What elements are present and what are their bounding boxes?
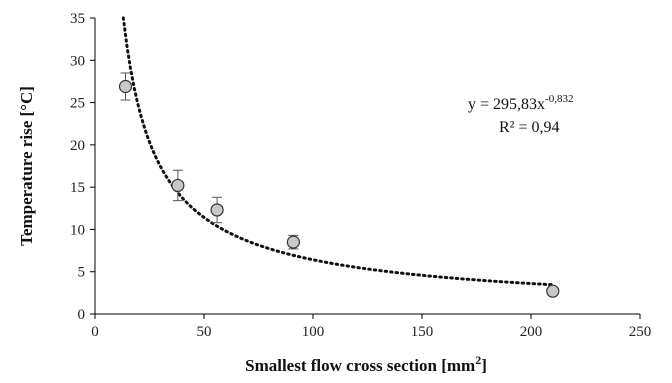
y-tick-label: 25	[70, 96, 85, 112]
data-point	[171, 178, 185, 193]
data-points	[118, 79, 560, 298]
data-point	[118, 79, 133, 94]
y-tick-labels: 0 5 10 15 20 25 30 35	[70, 11, 95, 323]
trendline-r-squared: R² = 0,94	[499, 119, 560, 136]
axes	[94, 18, 640, 315]
data-point	[546, 284, 560, 298]
x-tick-label: 0	[91, 324, 99, 340]
x-tick-label: 250	[629, 324, 652, 340]
x-tick-label: 200	[520, 324, 543, 340]
x-axis-title: Smallest flow cross section [mm2]	[245, 353, 487, 375]
trendline	[121, 16, 555, 287]
x-tick-label: 150	[411, 324, 434, 340]
y-axis-title: Temperature rise [°C]	[17, 86, 36, 246]
data-point	[286, 235, 300, 249]
y-tick-label: 30	[70, 53, 85, 69]
trendline-equation: y = 295,83x-0,832	[468, 93, 573, 113]
data-point	[210, 203, 224, 217]
y-tick-label: 20	[70, 138, 85, 154]
x-tick-labels: 0 50 100 150 200 250	[91, 314, 651, 340]
y-tick-label: 0	[78, 307, 86, 323]
x-tick-label: 100	[302, 324, 325, 340]
y-tick-label: 10	[70, 222, 85, 238]
x-tick-label: 50	[197, 324, 212, 340]
y-tick-label: 35	[70, 11, 85, 27]
y-tick-label: 15	[70, 180, 85, 196]
y-tick-label: 5	[78, 265, 86, 281]
